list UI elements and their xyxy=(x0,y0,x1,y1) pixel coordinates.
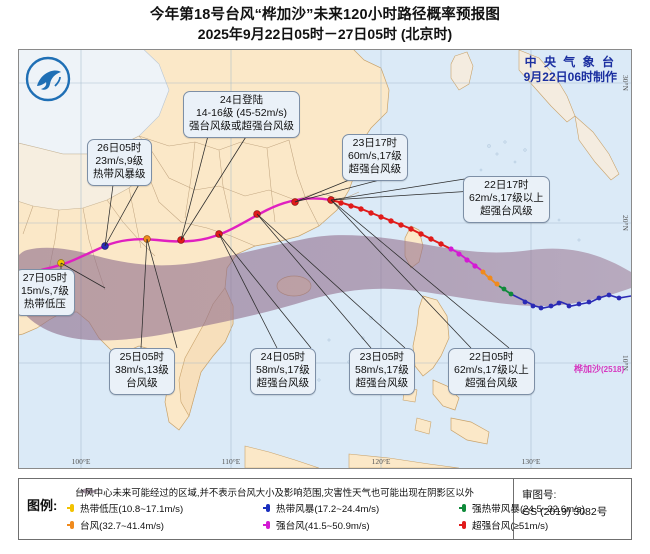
callout-24d05[interactable]: 24日05时 58m/s,17级 超强台风级 xyxy=(250,348,316,395)
callout-line: 15m/s,7级 xyxy=(21,285,69,298)
legend-item-label: 台风(32.7~41.4m/s) xyxy=(80,521,164,532)
callout-line: 23日05时 xyxy=(359,351,405,363)
lon-tick-130e: 130°E xyxy=(521,457,541,466)
approval-label: 审图号: xyxy=(522,489,557,501)
agency-made-time: 9月22日06时制作 xyxy=(523,70,617,84)
callout-line: 超强台风级 xyxy=(465,377,518,390)
legend-item-sts: 强热带风暴(24.5~32.6m/s) xyxy=(459,501,585,515)
callout-line: 超强台风级 xyxy=(256,377,310,390)
legend-item-ty: 台风(32.7~41.4m/s) xyxy=(67,518,263,532)
callout-line: 58m/s,17级 xyxy=(355,364,409,377)
approval-block: 审图号: GS (2019) 3082号 xyxy=(513,479,631,539)
cma-logo-icon xyxy=(25,56,71,102)
callout-line: 强台风级或超强台风级 xyxy=(189,120,294,133)
super-typhoon-icon xyxy=(459,520,469,531)
callout-line: 38m/s,13级 xyxy=(115,364,169,377)
callout-line: 58m/s,17级 xyxy=(256,364,310,377)
legend-panel: 图例: 台风中心未来可能经过的区域,并不表示台风大小及影响范围,灾害性天气也可能… xyxy=(18,478,632,540)
callout-line: 23m/s,9级 xyxy=(95,155,144,168)
track-name-label: 桦加沙(2518) xyxy=(574,362,624,375)
severe-typhoon-icon xyxy=(263,520,273,531)
title-line-2: 2025年9月22日05时－27日05时 (北京时) xyxy=(197,26,453,42)
callout-line: 24日05时 xyxy=(260,351,306,363)
tropical-storm-icon xyxy=(263,503,273,514)
callout-26d05[interactable]: 26日05时 23m/s,9级 热带风暴级 xyxy=(87,139,152,186)
callout-line: 24日登陆 xyxy=(219,94,264,106)
legend-item-td: 热带低压(10.8~17.1m/s) xyxy=(67,501,263,515)
map-inner: 100°E 110°E 120°E 130°E 30°N 20°N 10°N 中… xyxy=(19,50,631,468)
legend-row: 台风(32.7~41.4m/s) 强台风(41.5~50.9m/s) 超强台风(… xyxy=(67,518,627,532)
lon-tick-120e: 120°E xyxy=(371,457,391,466)
callout-22d05[interactable]: 22日05时 62m/s,17级以上 超强台风级 xyxy=(448,348,535,395)
callout-line: 热带低压 xyxy=(23,298,66,311)
callout-line: 62m/s,17级以上 xyxy=(454,364,529,377)
lat-tick-30n: 30°N xyxy=(621,75,630,91)
legend-main: 图例: 台风中心未来可能经过的区域,并不表示台风大小及影响范围,灾害性天气也可能… xyxy=(19,479,585,539)
legend-item-label: 强台风(41.5~50.9m/s) xyxy=(276,521,370,532)
callout-line: 25日05时 xyxy=(119,351,165,363)
legend-row: 热带低压(10.8~17.1m/s) 热带风暴(17.2~24.4m/s) 强热… xyxy=(67,501,627,515)
callout-line: 22日17时 xyxy=(484,179,529,191)
lat-tick-20n: 20°N xyxy=(621,215,630,231)
lat-tick-10n: 10°N xyxy=(621,355,630,371)
callout-line: 27日05时 xyxy=(22,272,68,284)
callout-line: 26日05时 xyxy=(97,142,142,154)
legend-item-label: 超强台风(≥51m/s) xyxy=(472,521,549,532)
track-number: (2518) xyxy=(601,365,625,374)
callout-line: 62m/s,17级以上 xyxy=(469,192,544,205)
callout-25d05[interactable]: 25日05时 38m/s,13级 台风级 xyxy=(109,348,175,395)
lon-tick-100e: 100°E xyxy=(71,457,91,466)
callout-line: 23日17时 xyxy=(352,137,398,149)
agency-name: 中 央 气 象 台 xyxy=(524,55,616,69)
page-title: 今年第18号台风“桦加沙”未来120小时路径概率预报图 2025年9月22日05… xyxy=(0,6,650,44)
map-canvas[interactable]: 100°E 110°E 120°E 130°E 30°N 20°N 10°N 中… xyxy=(18,49,632,469)
callout-line: 14-16级 (45-52m/s) xyxy=(195,107,288,120)
map-graphics xyxy=(19,50,631,468)
legend-categories: 热带低压(10.8~17.1m/s) 热带风暴(17.2~24.4m/s) 强热… xyxy=(67,501,627,532)
track-name: 桦加沙 xyxy=(574,364,602,374)
callout-24d-landfall[interactable]: 24日登陆 14-16级 (45-52m/s) 强台风级或超强台风级 xyxy=(183,91,300,138)
severe-tropical-storm-icon xyxy=(459,503,469,514)
title-line-1: 今年第18号台风“桦加沙”未来120小时路径概率预报图 xyxy=(149,7,501,23)
legend-item-label: 热带风暴(17.2~24.4m/s) xyxy=(276,504,380,515)
callout-23d05[interactable]: 23日05时 58m/s,17级 超强台风级 xyxy=(349,348,415,395)
approval-value: GS (2019) 3082号 xyxy=(522,506,608,518)
legend-shade-note: 台风中心未来可能经过的区域,并不表示台风大小及影响范围,灾害性天气也可能出现在阴… xyxy=(75,487,474,498)
callout-27d05[interactable]: 27日05时 15m/s,7级 热带低压 xyxy=(19,269,75,316)
callout-line: 超强台风级 xyxy=(355,377,409,390)
typhoon-icon xyxy=(67,520,77,531)
callout-line: 超强台风级 xyxy=(480,205,533,218)
callout-line: 台风级 xyxy=(126,377,158,390)
callout-23d17[interactable]: 23日17时 60m/s,17级 超强台风级 xyxy=(342,134,408,181)
legend-item-label: 热带低压(10.8~17.1m/s) xyxy=(80,504,184,515)
callout-line: 60m/s,17级 xyxy=(348,150,402,163)
legend-item-superty: 超强台风(≥51m/s) xyxy=(459,518,548,532)
agency-stamp: 中 央 气 象 台 9月22日06时制作 xyxy=(524,55,617,85)
callout-line: 热带风暴级 xyxy=(93,168,146,181)
callout-line: 22日05时 xyxy=(469,351,514,363)
tropical-depression-icon xyxy=(67,503,77,514)
legend-item-label: 强热带风暴(24.5~32.6m/s) xyxy=(472,504,585,515)
callout-22d17[interactable]: 22日17时 62m/s,17级以上 超强台风级 xyxy=(463,176,550,223)
legend-title: 图例: xyxy=(27,498,58,513)
callout-line: 超强台风级 xyxy=(348,163,402,176)
lon-tick-110e: 110°E xyxy=(221,457,241,466)
legend-item-sty: 强台风(41.5~50.9m/s) xyxy=(263,518,459,532)
shade-area-swatch-icon xyxy=(80,488,98,494)
legend-item-ts: 热带风暴(17.2~24.4m/s) xyxy=(263,501,459,515)
